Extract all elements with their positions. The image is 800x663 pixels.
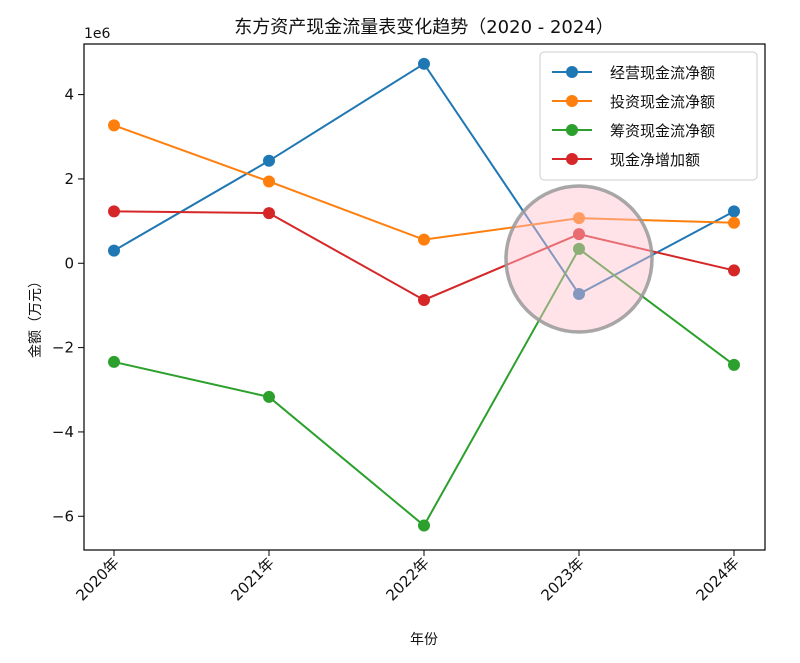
legend-swatch-marker <box>566 124 578 136</box>
highlight-circle <box>504 184 654 334</box>
y-tick-label: −6 <box>52 507 74 525</box>
data-point <box>108 355 120 368</box>
x-axis-label: 年份 <box>410 632 438 648</box>
data-point <box>263 390 275 403</box>
y-tick-label: −2 <box>52 339 74 357</box>
data-point <box>418 519 430 532</box>
data-point <box>728 264 740 277</box>
y-axis-scale-label: 1e6 <box>84 26 111 42</box>
data-point <box>108 205 120 218</box>
y-tick-label: 0 <box>64 254 74 272</box>
data-point <box>108 119 120 132</box>
data-point <box>418 233 430 246</box>
x-tick-label: 2020年 <box>72 554 122 604</box>
data-point <box>573 212 585 225</box>
data-point <box>263 207 275 220</box>
data-point <box>418 57 430 70</box>
data-point <box>573 242 585 255</box>
data-point <box>263 175 275 188</box>
chart-title: 东方资产现金流量表变化趋势（2020 - 2024） <box>234 17 614 38</box>
data-point <box>108 244 120 257</box>
data-point <box>418 293 430 306</box>
data-point <box>728 358 740 371</box>
x-tick-label: 2022年 <box>382 554 432 604</box>
y-tick-label: 2 <box>64 170 74 188</box>
legend-swatch-marker <box>566 95 578 107</box>
data-point <box>728 216 740 229</box>
data-point <box>728 205 740 218</box>
data-point <box>263 154 275 167</box>
legend-entry-label: 筹资现金流净额 <box>610 122 715 140</box>
legend-entry-label: 经营现金流净额 <box>610 64 715 82</box>
x-tick-label: 2023年 <box>537 554 587 604</box>
x-tick-label: 2024年 <box>692 554 742 604</box>
legend-swatch-marker <box>566 66 578 78</box>
data-point <box>573 228 585 241</box>
x-tick-label: 2021年 <box>227 554 277 604</box>
data-point <box>573 288 585 301</box>
legend-entry-label: 投资现金流净额 <box>610 93 715 111</box>
legend-entry-label: 现金净增加额 <box>610 151 700 169</box>
y-tick-label: −4 <box>52 423 74 441</box>
legend-box <box>539 51 758 181</box>
y-axis-label: 金额（万元） <box>28 274 44 358</box>
y-tick-label: 4 <box>64 86 74 104</box>
legend-swatch-marker <box>566 153 578 165</box>
